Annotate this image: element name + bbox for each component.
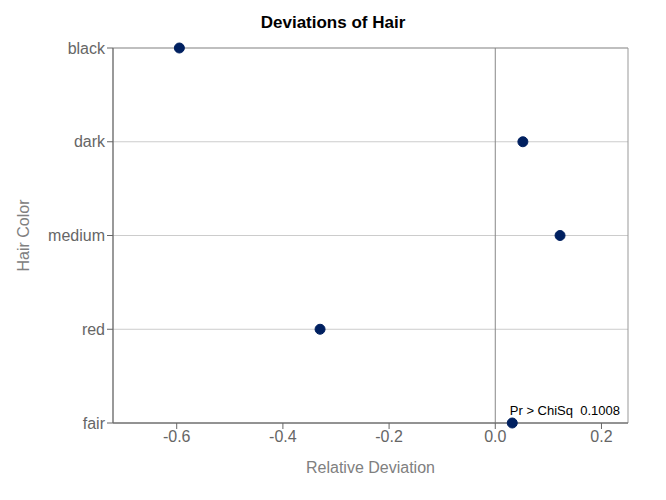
svg-text:black: black — [68, 40, 106, 57]
svg-text:Hair Color: Hair Color — [15, 199, 32, 272]
svg-text:red: red — [82, 321, 105, 338]
svg-text:dark: dark — [74, 133, 106, 150]
svg-text:-0.6: -0.6 — [163, 428, 191, 445]
svg-text:0.0: 0.0 — [484, 428, 506, 445]
svg-text:-0.2: -0.2 — [375, 428, 403, 445]
svg-text:0.2: 0.2 — [590, 428, 612, 445]
html-text:Deviations of Hair: Deviations of Hair — [260, 13, 406, 32]
svg-text:medium: medium — [48, 227, 105, 244]
svg-text:-0.4: -0.4 — [269, 428, 297, 445]
svg-text:fair: fair — [83, 415, 106, 432]
svg-text:Relative Deviation: Relative Deviation — [306, 459, 435, 476]
svg-text:Pr > ChiSq 0.1008: Pr > ChiSq 0.1008 — [510, 403, 620, 418]
